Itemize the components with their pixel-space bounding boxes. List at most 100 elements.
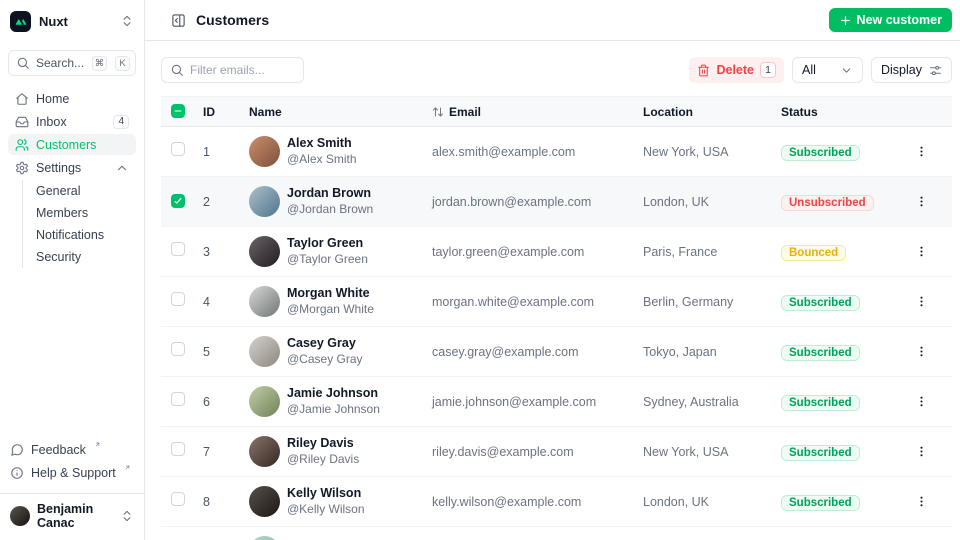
row-actions-button[interactable] bbox=[911, 291, 932, 312]
customer-name: Jordan Brown bbox=[287, 186, 372, 201]
customers-table: ID Name Email Location Status bbox=[161, 96, 952, 540]
search-icon bbox=[16, 56, 30, 70]
row-actions-button[interactable] bbox=[911, 191, 932, 212]
row-checkbox[interactable] bbox=[171, 442, 185, 456]
search-input[interactable]: Search... ⌘ K bbox=[8, 50, 136, 76]
sidebar: Nuxt Search... ⌘ K Home bbox=[0, 0, 145, 540]
customer-location: London, UK bbox=[643, 494, 710, 509]
customer-email: jamie.johnson@example.com bbox=[432, 394, 597, 409]
workspace-selector[interactable]: Nuxt bbox=[8, 8, 136, 34]
sidebar-item-settings[interactable]: Settings bbox=[8, 157, 136, 178]
ellipsis-vertical-icon bbox=[920, 296, 923, 306]
customer-email: taylor.green@example.com bbox=[432, 244, 585, 259]
status-filter-select[interactable]: All bbox=[792, 57, 863, 83]
row-actions-button[interactable] bbox=[911, 241, 932, 262]
external-link-icon bbox=[94, 441, 101, 448]
sidebar-item-help-support[interactable]: Help & Support bbox=[8, 462, 136, 483]
select-all-checkbox[interactable] bbox=[171, 103, 185, 118]
row-checkbox[interactable] bbox=[171, 292, 185, 306]
sidebar-divider bbox=[0, 493, 144, 494]
customer-avatar bbox=[249, 136, 280, 167]
column-header-location: Location bbox=[643, 104, 693, 119]
filter-emails-field[interactable] bbox=[161, 57, 304, 83]
row-actions-button[interactable] bbox=[911, 441, 932, 462]
external-link-icon bbox=[124, 464, 131, 471]
sliders-icon bbox=[929, 64, 942, 77]
customer-email: morgan.white@example.com bbox=[432, 294, 595, 309]
row-actions-button[interactable] bbox=[911, 341, 932, 362]
status-badge: Bounced bbox=[781, 244, 847, 261]
row-actions-button[interactable] bbox=[911, 491, 932, 512]
customer-avatar bbox=[249, 286, 280, 317]
message-circle-icon bbox=[10, 443, 24, 457]
customer-handle: @Alex Smith bbox=[287, 151, 357, 166]
table-row: 2 Jordan Brown @Jordan Brown jordan.brow… bbox=[161, 177, 952, 227]
customer-id: 2 bbox=[203, 194, 210, 209]
customer-handle: @Riley Davis bbox=[287, 451, 360, 466]
row-actions-button[interactable] bbox=[911, 391, 932, 412]
row-checkbox[interactable] bbox=[171, 142, 185, 156]
row-checkbox[interactable] bbox=[171, 242, 185, 256]
customer-handle: @Taylor Green bbox=[287, 251, 368, 266]
customer-handle: @Morgan White bbox=[287, 301, 374, 316]
column-header-id: ID bbox=[203, 104, 215, 119]
sidebar-item-general[interactable]: General bbox=[36, 184, 81, 198]
chevrons-up-down-icon bbox=[120, 14, 134, 28]
customer-id: 7 bbox=[203, 444, 210, 459]
customer-name: Jamie Johnson bbox=[287, 386, 378, 401]
column-header-name: Name bbox=[249, 104, 282, 119]
customer-handle: @Casey Gray bbox=[287, 351, 363, 366]
row-actions-button[interactable] bbox=[911, 141, 932, 162]
gear-icon bbox=[15, 161, 29, 175]
sidebar-item-feedback[interactable]: Feedback bbox=[8, 439, 136, 460]
table-row: 8 Kelly Wilson @Kelly Wilson kelly.wilso… bbox=[161, 477, 952, 527]
column-header-email[interactable]: Email bbox=[432, 105, 643, 119]
customer-email: alex.smith@example.com bbox=[432, 144, 576, 159]
status-badge: Subscribed bbox=[781, 394, 860, 411]
page-header: Customers New customer bbox=[145, 0, 960, 41]
settings-subtree: General Members Notifications Security bbox=[22, 180, 136, 268]
customer-name: Kelly Wilson bbox=[287, 486, 362, 501]
customer-location: London, UK bbox=[643, 194, 710, 209]
filter-emails-input[interactable] bbox=[190, 63, 295, 77]
table-row: 3 Taylor Green @Taylor Green taylor.gree… bbox=[161, 227, 952, 277]
customer-location: Berlin, Germany bbox=[643, 294, 734, 309]
display-button[interactable]: Display bbox=[871, 57, 952, 83]
page-title: Customers bbox=[196, 12, 270, 28]
customer-id: 6 bbox=[203, 394, 210, 409]
customer-email: jordan.brown@example.com bbox=[432, 194, 592, 209]
customer-name: Taylor Green bbox=[287, 236, 364, 251]
new-customer-button[interactable]: New customer bbox=[828, 8, 952, 32]
trash-icon bbox=[697, 64, 710, 77]
ellipsis-vertical-icon bbox=[920, 396, 923, 406]
sidebar-item-inbox[interactable]: Inbox 4 bbox=[8, 111, 136, 132]
sidebar-item-home[interactable]: Home bbox=[8, 88, 136, 109]
row-checkbox[interactable] bbox=[171, 492, 185, 506]
sidebar-item-security[interactable]: Security bbox=[36, 250, 82, 264]
table-row: 6 Jamie Johnson @Jamie Johnson jamie.joh… bbox=[161, 377, 952, 427]
sidebar-collapse-button[interactable] bbox=[169, 11, 188, 30]
sidebar-item-members[interactable]: Members bbox=[36, 206, 89, 220]
status-badge: Subscribed bbox=[781, 144, 860, 161]
customer-avatar bbox=[249, 236, 280, 267]
search-icon bbox=[170, 63, 184, 77]
row-checkbox[interactable] bbox=[171, 342, 185, 356]
table-toolbar: Delete 1 All Display bbox=[161, 57, 952, 83]
delete-button[interactable]: Delete 1 bbox=[689, 57, 784, 83]
status-badge: Unsubscribed bbox=[781, 194, 874, 211]
customer-id: 8 bbox=[203, 494, 210, 509]
sidebar-item-customers[interactable]: Customers bbox=[8, 134, 136, 155]
user-avatar bbox=[10, 506, 30, 526]
table-row bbox=[161, 527, 952, 540]
customer-name: Morgan White bbox=[287, 286, 370, 301]
customer-avatar bbox=[249, 436, 280, 467]
ellipsis-vertical-icon bbox=[920, 246, 923, 256]
row-checkbox[interactable] bbox=[171, 392, 185, 406]
user-menu[interactable]: Benjamin Canac bbox=[8, 494, 136, 532]
row-checkbox[interactable] bbox=[171, 193, 185, 208]
chevrons-up-down-icon bbox=[120, 509, 134, 523]
sidebar-item-notifications[interactable]: Notifications bbox=[36, 228, 105, 242]
table-row: 4 Morgan White @Morgan White morgan.whit… bbox=[161, 277, 952, 327]
customer-location: Sydney, Australia bbox=[643, 394, 739, 409]
